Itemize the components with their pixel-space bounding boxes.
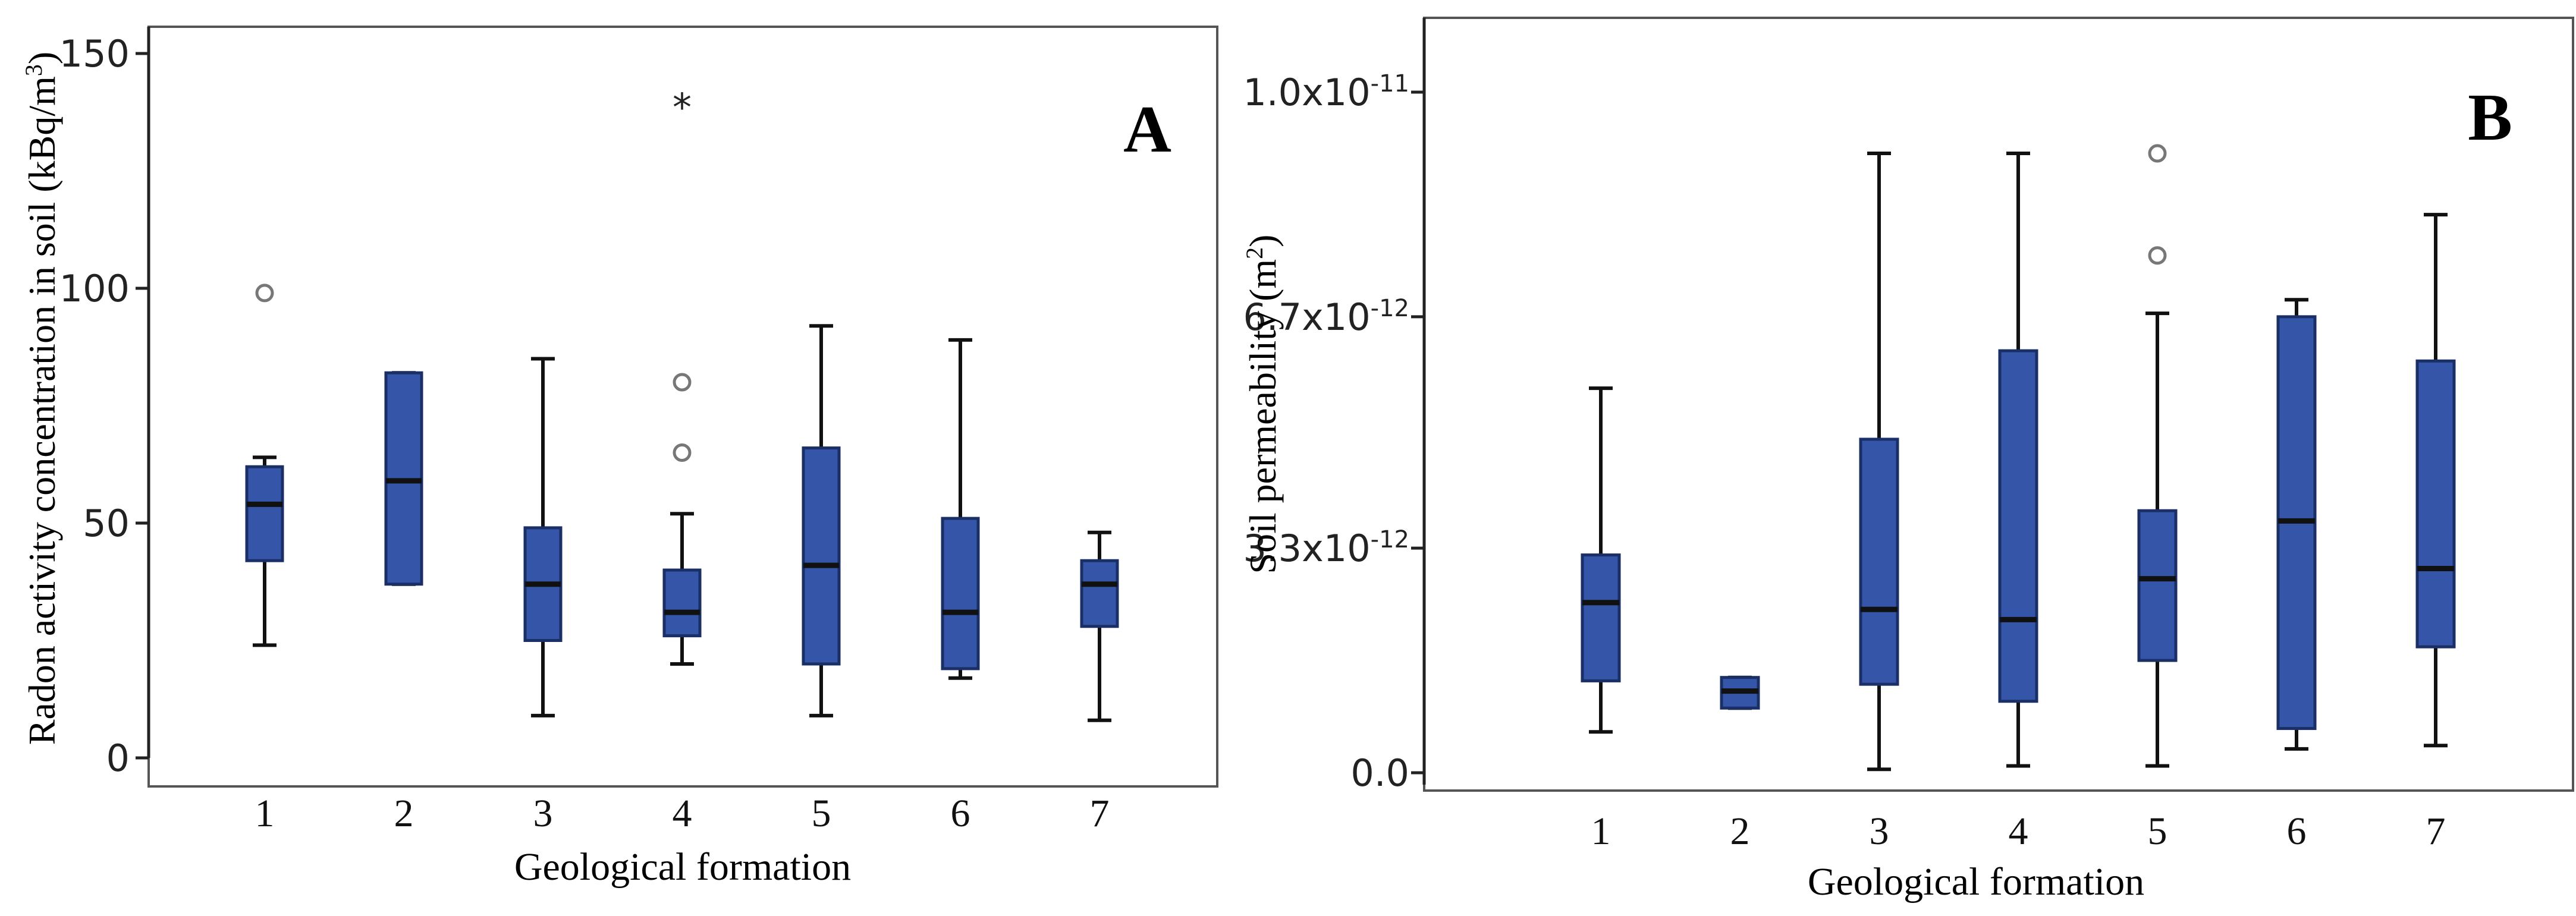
panel-a-outlier-4-0	[673, 443, 692, 462]
panel-b-x-tick-label-7: 7	[2426, 810, 2446, 853]
panel-b-box-5	[2137, 509, 2178, 662]
panel-b-x-tick-label-2: 2	[1730, 810, 1750, 853]
panel-b-y-tick-label-3: 1.0x10-11	[1243, 70, 1409, 114]
panel-b-box-3	[1859, 437, 1899, 686]
panel-b-x-axis-title: Geological formation	[1808, 860, 2144, 904]
panel-b-y-tick-exponent-1: -12	[1371, 526, 1409, 553]
panel-a-x-tick-labels: 1 2 3 4 5 6 7	[255, 792, 1110, 835]
panel-b-x-tick-labels: 1 2 3 4 5 6 7	[1591, 810, 2446, 853]
panel-b-x-tick-label-6: 6	[2287, 810, 2307, 853]
panel-a-x-axis-title: Geological formation	[514, 845, 851, 889]
panel-b-x-tick-label-4: 4	[2009, 810, 2028, 853]
panel-b-box-group-2	[1720, 675, 1760, 710]
panel-a-box-group-2	[384, 371, 423, 586]
panel-a-y-tick-label-2: 100	[59, 267, 130, 310]
panel-a-boxes: *	[245, 86, 1119, 722]
panel-a-extreme-4-0: *	[673, 86, 692, 130]
panel-b-box-7	[2415, 359, 2456, 649]
panel-b-outlier-5-0	[2148, 246, 2167, 265]
panel-a-box-1	[245, 465, 284, 562]
panel-b-x-tick-label-1: 1	[1591, 810, 1611, 853]
panel-b-box-4	[1998, 349, 2038, 703]
panel-b-box-group-6	[2276, 298, 2317, 751]
panel-b-y-ticks: 0.03.3x10-126.7x10-121.0x10-11	[1243, 70, 1424, 795]
panel-a-outlier-4-1	[673, 373, 692, 392]
panel-a-y-axis-title-sup: 3	[20, 64, 47, 76]
panel-a-y-ticks: 0 50 100 150	[59, 32, 149, 780]
panel-a-y-tick-label-1: 50	[83, 502, 130, 545]
panel-a-frame	[147, 26, 1218, 788]
panel-b-outlier-5-1	[2148, 144, 2167, 163]
panel-b-box-group-3	[1859, 152, 1899, 772]
panel-a-box-group-1	[245, 284, 284, 647]
panel-a-outlier-1-0	[255, 284, 274, 303]
panel-a: 0 50 100 150 * 1 2 3 4 5 6 7 A Geological formati…	[20, 26, 1218, 889]
panel-a-x-tick-label-4: 4	[673, 792, 692, 835]
panel-a-x-tick-label-6: 6	[951, 792, 970, 835]
panel-a-x-tick-label-5: 5	[812, 792, 831, 835]
panel-b-y-tick-mantissa-0: 0.0	[1350, 751, 1409, 795]
panel-a-box-group-5	[802, 324, 841, 717]
panel-a-box-6	[941, 517, 980, 671]
panel-a-box-group-6	[941, 338, 980, 680]
panel-b-boxes	[1581, 144, 2456, 772]
panel-b-y-tick-mantissa-2: 6.7x10	[1243, 295, 1370, 339]
panel-b-box-1	[1581, 553, 1621, 682]
panel-b-y-axis-title-close: )	[1242, 235, 1284, 247]
panel-a-box-group-3	[523, 357, 563, 717]
panel-a-box-7	[1080, 559, 1119, 628]
panel-a-box-5	[802, 446, 841, 666]
panel-b-y-tick-exponent-2: -12	[1371, 295, 1409, 322]
panel-b-box-group-1	[1581, 386, 1621, 734]
panel-a-y-axis-title-close: )	[21, 52, 63, 64]
panel-b-x-tick-label-3: 3	[1870, 810, 1889, 853]
panel-b-y-tick-exponent-3: -11	[1371, 70, 1409, 97]
panel-b-x-tick-label-5: 5	[2148, 810, 2167, 853]
panel-a-box-group-7	[1080, 530, 1119, 722]
panel-b-y-axis-title-main: Soil permeability (m	[1242, 259, 1284, 574]
panel-a-y-axis-title: Radon activity concentration in soil (kB…	[20, 52, 64, 745]
panel-b-y-tick-label-1: 3.3x10-12	[1243, 526, 1409, 570]
panel-b-box-group-4	[1998, 152, 2038, 768]
panel-b-y-tick-mantissa-1: 3.3x10	[1243, 527, 1370, 570]
panel-b-y-tick-label-2: 6.7x10-12	[1243, 295, 1409, 339]
panel-b-y-axis-title: Soil permeability (m2)	[1241, 235, 1284, 574]
panel-b-label: B	[2468, 81, 2512, 155]
panel-a-y-axis-title-main: Radon activity concentration in soil (kB…	[21, 76, 63, 745]
panel-a-box-4	[662, 568, 702, 638]
panel-a-y-tick-label-3: 150	[59, 32, 130, 75]
panel-a-y-tick-label-0: 0	[106, 736, 130, 780]
panel-a-box-group-4: *	[662, 86, 702, 666]
panel-a-x-tick-label-3: 3	[533, 792, 553, 835]
panel-b-box-group-7	[2415, 213, 2456, 748]
panel-a-x-tick-label-2: 2	[394, 792, 414, 835]
panel-b-y-axis-title-sup: 2	[1241, 247, 1268, 259]
panel-b-box-group-5	[2137, 144, 2178, 768]
panel-b-y-tick-mantissa-3: 1.0x10	[1243, 71, 1370, 114]
panel-b-y-tick-label-0: 0.0	[1350, 751, 1409, 795]
panel-a-x-tick-label-1: 1	[255, 792, 275, 835]
panel-a-x-tick-label-7: 7	[1090, 792, 1110, 835]
panel-a-label: A	[1123, 93, 1171, 166]
